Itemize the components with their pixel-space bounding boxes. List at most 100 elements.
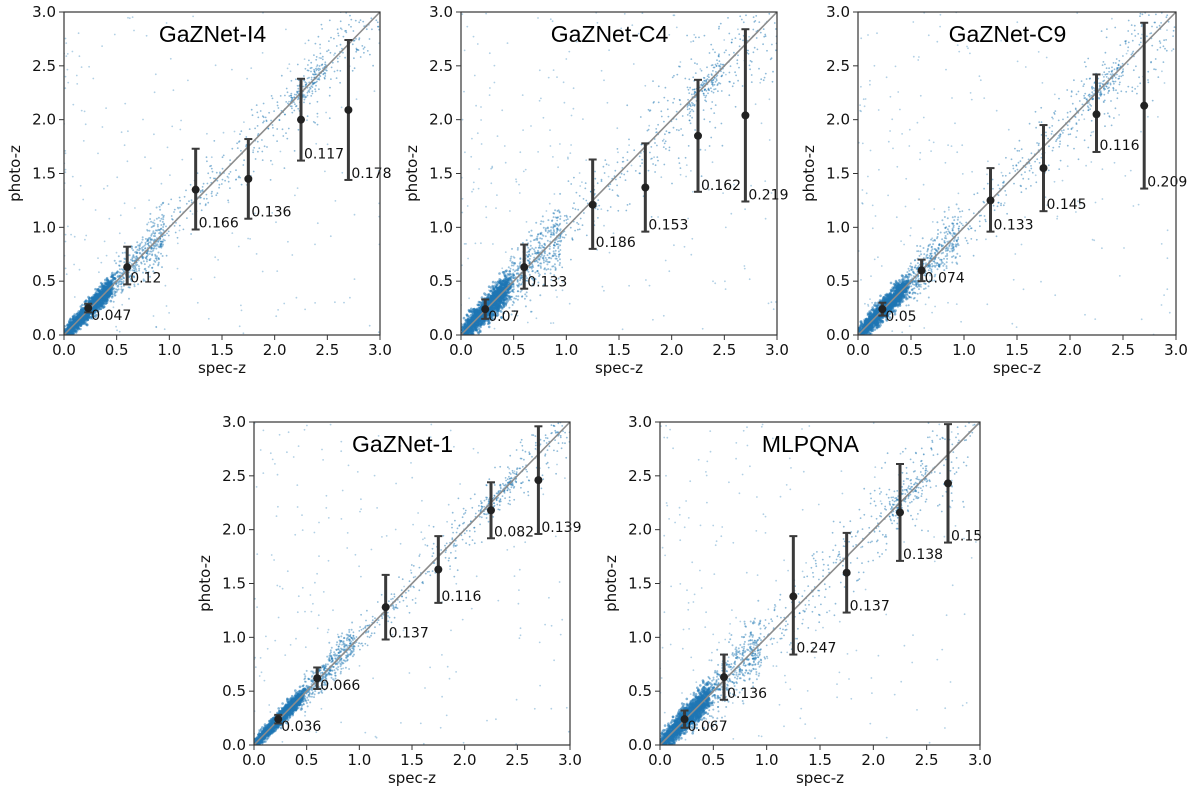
scatter-point <box>67 225 69 228</box>
scatter-point <box>164 284 167 287</box>
scatter-point <box>500 307 504 310</box>
scatter-point <box>527 259 530 262</box>
scatter-point <box>302 85 305 88</box>
scatter-point <box>199 202 202 205</box>
scatter-point <box>151 266 154 269</box>
scatter-point <box>135 245 138 248</box>
scatter-point <box>491 280 495 284</box>
scatter-point <box>147 265 150 268</box>
scatter-point <box>227 180 230 183</box>
scatter-point <box>145 260 148 263</box>
scatter-point <box>516 265 519 268</box>
scatter-point <box>316 80 318 83</box>
scatter-point <box>139 242 142 245</box>
scatter-point <box>84 238 86 241</box>
scatter-point <box>120 278 123 281</box>
scatter-point <box>160 228 162 230</box>
scatter-point <box>375 19 378 22</box>
scatter-point <box>144 237 147 240</box>
scatter-point <box>271 212 274 214</box>
scatter-point <box>547 261 550 264</box>
scatter-point <box>504 270 507 273</box>
scatter-point <box>152 263 155 266</box>
scatter-point <box>546 263 549 266</box>
scatter-point <box>94 295 98 299</box>
scatter-point <box>305 83 307 86</box>
scatter-point <box>135 255 138 258</box>
scatter-point <box>158 229 161 232</box>
scatter-point <box>146 251 148 254</box>
scatter-point <box>158 205 161 208</box>
scatter-point <box>78 268 81 271</box>
scatter-point <box>546 260 549 263</box>
scatter-point <box>500 316 504 319</box>
scatter-point <box>148 264 151 267</box>
scatter-point <box>342 35 345 38</box>
scatter-point <box>275 221 277 224</box>
scatter-point <box>238 325 241 328</box>
scatter-point <box>157 261 160 264</box>
scatter-point <box>122 277 125 280</box>
scatter-point <box>512 268 515 271</box>
scatter-point <box>516 284 520 288</box>
scatter-point <box>158 257 160 260</box>
scatter-point <box>163 222 165 225</box>
scatter-point <box>97 307 101 311</box>
scatter-point <box>321 58 324 61</box>
scatter-point <box>469 313 473 317</box>
scatter-point <box>150 250 153 253</box>
scatter-point <box>118 271 121 274</box>
scatter-point <box>291 111 294 114</box>
scatter-point <box>543 254 546 257</box>
scatter-point <box>319 43 321 46</box>
scatter-point <box>146 253 149 256</box>
scatter-point <box>173 211 175 213</box>
scatter-point <box>180 119 183 122</box>
scatter-point <box>538 246 541 249</box>
scatter-point <box>315 84 317 87</box>
scatter-point <box>120 283 123 286</box>
scatter-point <box>553 263 556 266</box>
scatter-point <box>285 101 288 103</box>
scatter-point <box>510 298 512 301</box>
scatter-point <box>94 209 97 211</box>
scatter-point <box>270 159 272 162</box>
scatter-point <box>162 228 164 231</box>
scatter-point <box>314 243 316 246</box>
scatter-point <box>155 247 158 250</box>
scatter-point <box>363 51 365 54</box>
scatter-point <box>155 325 158 328</box>
scatter-point <box>554 244 556 247</box>
scatter-point <box>255 104 258 106</box>
scatter-point <box>286 91 289 94</box>
scatter-point <box>489 311 492 314</box>
scatter-point <box>527 246 530 249</box>
scatter-point <box>106 185 109 187</box>
scatter-point <box>286 67 289 70</box>
scatter-point <box>145 255 148 258</box>
scatter-point <box>276 140 278 143</box>
scatter-point <box>502 305 506 309</box>
scatter-point <box>466 320 470 324</box>
scatter-point <box>540 237 543 240</box>
scatter-point <box>137 283 140 286</box>
scatter-point <box>552 243 555 246</box>
scatter-point <box>148 259 151 262</box>
scatter-point <box>546 254 549 257</box>
scatter-point <box>256 125 259 127</box>
scatter-point <box>495 309 499 313</box>
scatter-point <box>545 258 548 261</box>
scatter-point <box>544 250 547 253</box>
scatter-point <box>534 278 537 281</box>
scatter-point <box>477 331 481 335</box>
scatter-point <box>100 261 103 264</box>
scatter-point <box>554 241 556 244</box>
scatter-point <box>345 31 348 34</box>
scatter-point <box>73 235 76 238</box>
scatter-point <box>72 320 75 323</box>
scatter-point <box>549 240 552 243</box>
scatter-point <box>335 77 338 79</box>
scatter-point <box>160 243 163 245</box>
scatter-point <box>69 329 72 333</box>
scatter-point <box>79 184 82 187</box>
